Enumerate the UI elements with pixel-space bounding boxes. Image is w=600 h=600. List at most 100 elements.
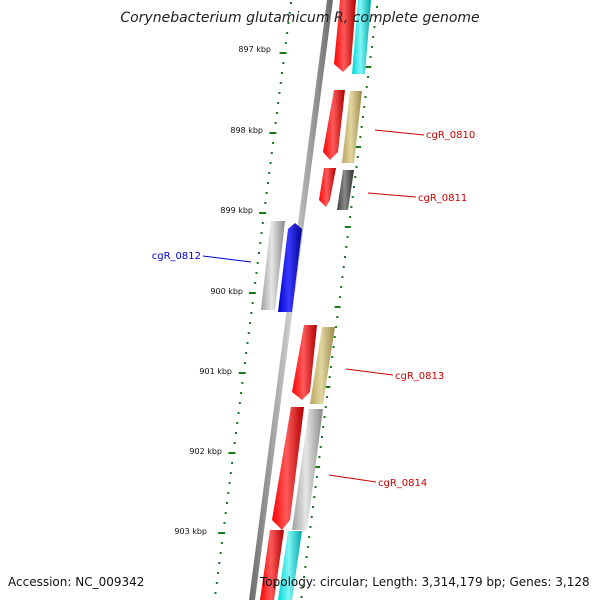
ruler-tick [234, 432, 237, 434]
leader-line-cgR_0812 [202, 255, 252, 263]
ruler-label-902: 902 kbp [189, 447, 222, 456]
ruler-tick [304, 566, 307, 568]
ruler-tick [227, 492, 230, 494]
gene-label-cgR_0813[interactable]: cgR_0813 [395, 371, 444, 382]
ruler-tick [282, 62, 285, 64]
gene-feature-red[interactable] [334, 0, 356, 72]
leader-line-cgR_0811 [367, 192, 417, 198]
ruler-label-900: 900 kbp [210, 287, 243, 296]
ruler-tick [335, 326, 338, 328]
ruler-tick [241, 382, 244, 384]
ruler-tick [264, 202, 267, 204]
ruler-tick [349, 216, 352, 218]
gene-feature-red[interactable] [260, 530, 284, 600]
ruler-tick [365, 86, 368, 88]
ruler-tick [314, 486, 317, 488]
ruler-tick [370, 46, 373, 48]
ruler-tick [277, 102, 280, 104]
ruler-tick [359, 136, 362, 138]
ruler-tick [338, 296, 341, 298]
ruler-tick [284, 42, 287, 44]
gene-feature-cgR_0814[interactable] [292, 409, 323, 530]
ruler-major-tick [238, 372, 246, 374]
map-title: Corynebacterium glutamicum R, complete g… [120, 10, 480, 26]
gene-label-cgR_0811[interactable]: cgR_0811 [418, 193, 467, 204]
ruler-major-tick [334, 306, 341, 308]
gene-feature-cgR_0812[interactable] [278, 223, 302, 312]
ruler-tick [369, 56, 372, 58]
ruler-major-tick [218, 532, 226, 534]
ruler-tick [272, 142, 275, 144]
ruler-tick [367, 76, 370, 78]
ruler-tick [323, 416, 326, 418]
gene-feature-red[interactable] [323, 90, 345, 160]
ruler-tick [261, 222, 264, 224]
gene-feature-cyan[interactable] [278, 531, 302, 600]
ruler-tick [250, 312, 253, 314]
ruler-major-tick [269, 132, 277, 134]
ruler-tick [350, 206, 353, 208]
ruler-tick [269, 162, 272, 164]
ruler-tick [320, 436, 323, 438]
gene-feature-cgR_0813[interactable] [310, 327, 335, 404]
gene-feature-red[interactable] [292, 325, 317, 400]
gene-feature-cgR_0810[interactable] [342, 91, 362, 163]
ruler-tick [240, 392, 243, 394]
ruler-tick [329, 366, 332, 368]
ruler-major-tick [259, 212, 267, 214]
ruler-tick [278, 92, 281, 94]
ruler-tick [288, 12, 291, 14]
gene-labels: cgR_0810 cgR_0811 cgR_0812 cgR_0813 cgR_… [152, 129, 475, 489]
ruler-tick [287, 22, 290, 24]
ruler-tick [332, 346, 335, 348]
ruler-tick [245, 352, 248, 354]
ruler-major-tick [248, 292, 256, 294]
ruler-tick [318, 456, 321, 458]
ruler-label-899: 899 kbp [220, 206, 253, 215]
ruler-tick [331, 356, 334, 358]
ruler-tick [258, 252, 260, 254]
ruler-tick [312, 506, 314, 508]
ruler-tick [237, 412, 240, 414]
gene-feature-red[interactable] [319, 168, 336, 207]
ruler-tick [231, 462, 234, 464]
ruler-tick [342, 266, 345, 268]
ruler-tick [376, 6, 378, 8]
ruler-tick [363, 106, 366, 108]
genome-summary-text: Topology: circular; Length: 3,314,179 bp… [260, 575, 590, 589]
gene-label-cgR_0812[interactable]: cgR_0812 [152, 251, 201, 262]
leader-line-cgR_0814 [328, 474, 377, 483]
leader-line-cgR_0813 [345, 368, 394, 376]
ruler-tick [324, 406, 327, 408]
ruler-tick [328, 376, 331, 378]
ruler-tick [310, 516, 313, 518]
gene-feature-cgR_0811[interactable] [337, 170, 354, 210]
ruler-tick [372, 36, 375, 38]
ruler-tick [223, 522, 226, 524]
ruler-tick [360, 126, 363, 128]
gene-feature-cyan[interactable] [352, 0, 371, 74]
ruler-tick [373, 26, 376, 28]
ruler-tick [355, 166, 358, 168]
feature-track-outer [260, 0, 371, 600]
ruler-label-901: 901 kbp [199, 367, 232, 376]
ruler-tick [326, 396, 329, 398]
gene-label-cgR_0810[interactable]: cgR_0810 [426, 130, 475, 141]
ruler-tick [301, 586, 304, 588]
gene-feature-gray[interactable] [261, 221, 285, 310]
gene-label-cgR_0814[interactable]: cgR_0814 [378, 478, 427, 489]
ruler-major-tick [279, 52, 287, 54]
ruler-tick [220, 542, 223, 544]
ruler-tick [228, 482, 231, 484]
ruler-tick [313, 496, 316, 498]
ruler-tick [308, 536, 311, 538]
ruler-labels: 897 kbp 898 kbp 899 kbp 900 kbp 901 kbp … [174, 45, 271, 536]
ruler-major-tick [324, 386, 331, 388]
ruler-tick [268, 172, 271, 174]
ruler-tick [305, 556, 308, 558]
gene-feature-red[interactable] [272, 407, 304, 530]
ruler-tick [214, 592, 217, 594]
ruler-tick [249, 322, 252, 324]
